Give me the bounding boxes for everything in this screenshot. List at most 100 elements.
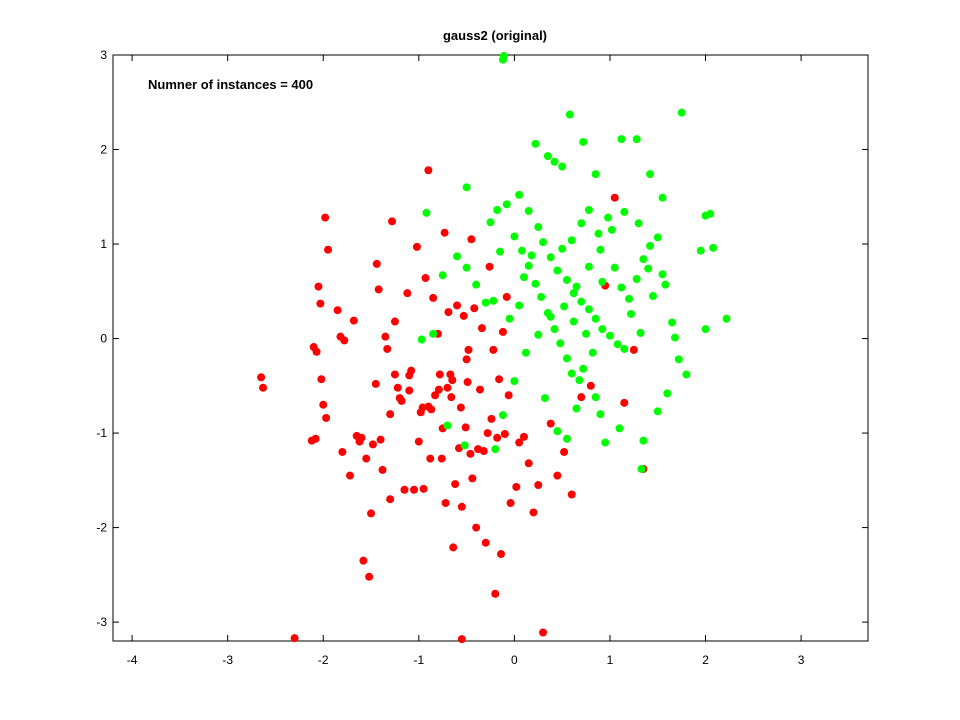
y-tick-label: 2 bbox=[100, 143, 107, 157]
red-point bbox=[410, 485, 419, 494]
green-point bbox=[565, 110, 574, 119]
green-point bbox=[591, 170, 600, 179]
red-point bbox=[374, 285, 383, 294]
red-point bbox=[435, 370, 444, 379]
red-point bbox=[386, 495, 395, 504]
green-point bbox=[550, 325, 559, 334]
green-point bbox=[429, 329, 438, 338]
green-point bbox=[610, 263, 619, 272]
green-point bbox=[443, 421, 452, 430]
red-point bbox=[434, 385, 443, 394]
red-point bbox=[386, 410, 395, 419]
green-point bbox=[510, 377, 519, 386]
red-point bbox=[338, 447, 347, 456]
y-tick-label: -1 bbox=[96, 426, 107, 440]
green-point bbox=[644, 264, 653, 273]
red-point bbox=[546, 419, 555, 428]
x-tick-label: 1 bbox=[607, 653, 614, 667]
red-point bbox=[459, 311, 468, 320]
green-point bbox=[540, 394, 549, 403]
green-point bbox=[496, 247, 505, 256]
red-point bbox=[421, 274, 430, 283]
red-point bbox=[372, 259, 381, 268]
green-point bbox=[560, 302, 569, 311]
red-point bbox=[357, 433, 366, 442]
red-point bbox=[340, 336, 349, 345]
green-point bbox=[701, 325, 710, 334]
x-tick-label: 3 bbox=[798, 653, 805, 667]
green-point bbox=[524, 261, 533, 270]
green-point bbox=[605, 331, 614, 340]
red-point bbox=[481, 538, 490, 547]
green-point bbox=[575, 376, 584, 385]
green-point bbox=[422, 208, 431, 217]
green-point bbox=[636, 328, 645, 337]
red-point bbox=[464, 345, 473, 354]
red-point bbox=[495, 375, 504, 384]
green-point bbox=[462, 183, 471, 192]
red-point bbox=[349, 316, 358, 325]
green-point bbox=[613, 340, 622, 349]
green-point bbox=[582, 329, 591, 338]
x-tick-label: -3 bbox=[222, 653, 233, 667]
red-point bbox=[314, 282, 323, 291]
red-point bbox=[447, 393, 456, 402]
red-point bbox=[500, 430, 509, 439]
green-point bbox=[543, 152, 552, 161]
red-point bbox=[502, 292, 511, 301]
red-point bbox=[461, 423, 470, 432]
green-point bbox=[567, 369, 576, 378]
red-point bbox=[424, 402, 433, 411]
red-point bbox=[383, 344, 392, 353]
red-point bbox=[316, 299, 325, 308]
red-point bbox=[504, 391, 513, 400]
green-point bbox=[639, 436, 648, 445]
y-tick-label: 1 bbox=[100, 237, 107, 251]
red-point bbox=[290, 634, 299, 643]
green-point bbox=[558, 244, 567, 253]
red-point bbox=[431, 391, 440, 400]
red-point bbox=[577, 393, 586, 402]
red-point bbox=[444, 308, 453, 317]
green-point bbox=[584, 206, 593, 215]
green-point bbox=[486, 218, 495, 227]
red-point bbox=[407, 366, 416, 375]
red-point bbox=[412, 242, 421, 251]
red-point bbox=[620, 398, 629, 407]
red-point bbox=[457, 502, 466, 511]
red-point bbox=[534, 481, 543, 490]
red-point bbox=[397, 396, 406, 405]
green-point bbox=[579, 364, 588, 373]
green-point bbox=[615, 424, 624, 433]
green-point bbox=[626, 309, 635, 318]
red-point bbox=[259, 383, 268, 392]
red-point bbox=[485, 262, 494, 271]
green-point bbox=[553, 427, 562, 436]
red-point bbox=[539, 628, 548, 637]
green-point bbox=[569, 317, 578, 326]
red-point bbox=[610, 193, 619, 202]
red-point bbox=[403, 289, 412, 298]
red-point bbox=[393, 383, 402, 392]
green-point bbox=[648, 292, 657, 301]
green-point bbox=[663, 389, 672, 398]
red-point bbox=[440, 228, 449, 237]
red-point bbox=[312, 347, 321, 356]
green-point bbox=[577, 219, 586, 228]
red-point bbox=[567, 490, 576, 499]
red-point bbox=[400, 485, 409, 494]
green-point bbox=[521, 348, 530, 357]
red-point bbox=[448, 376, 457, 385]
red-point bbox=[365, 572, 374, 581]
red-point bbox=[456, 403, 465, 412]
green-point bbox=[562, 275, 571, 284]
green-point bbox=[572, 282, 581, 291]
green-point bbox=[531, 139, 540, 148]
red-point bbox=[429, 293, 438, 302]
green-point bbox=[653, 233, 662, 242]
red-point bbox=[388, 217, 397, 226]
green-point bbox=[584, 305, 593, 314]
x-tick-label: -2 bbox=[318, 653, 329, 667]
